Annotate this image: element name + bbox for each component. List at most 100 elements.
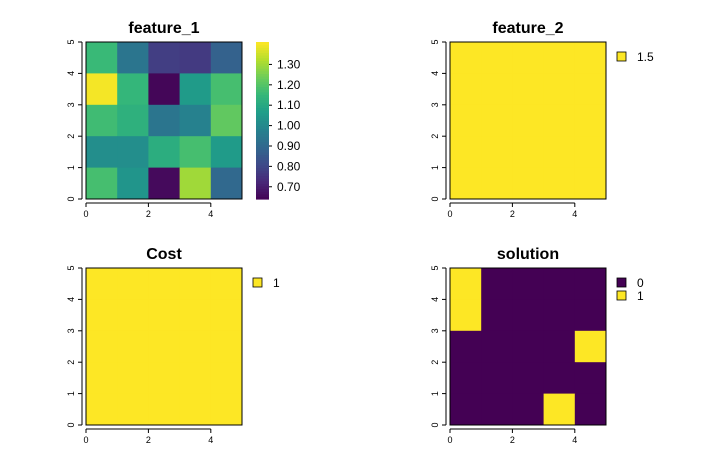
colorbar-segment (256, 183, 269, 187)
colorbar-segment (256, 42, 269, 46)
legend-label: 0 (637, 276, 644, 290)
colorbar-segment (256, 96, 269, 101)
panel-0: feature_1 0 2 4 0 1 2 3 4 5 0.70 0.80 0.90 1.00 1.10 1.… (66, 20, 301, 219)
heatmap-cell (481, 268, 513, 300)
heatmap-cell (574, 42, 607, 74)
colorbar-label: 1.20 (277, 78, 301, 92)
heatmap-cell (86, 73, 118, 106)
colorbar-segment (256, 128, 269, 132)
plot-frame (449, 41, 607, 200)
colorbar-segment (256, 60, 269, 64)
heatmap-cell (512, 42, 545, 74)
heatmap-cell (450, 136, 482, 169)
legend-label: 1 (637, 289, 644, 303)
heatmap-cell (574, 362, 607, 395)
heatmap-cell (86, 268, 118, 300)
legend-swatch (616, 277, 627, 288)
heatmap-cell (574, 299, 607, 332)
x-tick-label: 4 (208, 209, 213, 219)
heatmap-cell (450, 104, 482, 137)
colorbar-segment (256, 107, 269, 111)
heatmap-cell (148, 330, 181, 363)
y-tick-label: 0 (66, 422, 76, 427)
colorbar-segment (256, 157, 269, 161)
chart-title: feature_2 (492, 20, 563, 37)
heatmap-cell (543, 167, 576, 200)
colorbar-segment (256, 167, 269, 171)
y-tick-label: 1 (430, 165, 440, 170)
heatmap-cell (179, 299, 212, 332)
x-tick-label: 2 (510, 209, 515, 219)
heatmap-cell (210, 330, 243, 363)
heatmap-cell (179, 136, 212, 169)
heatmap-cell (543, 362, 576, 395)
colorbar-segment (256, 73, 269, 77)
heatmap-cell (117, 299, 149, 332)
colorbar-segment (256, 130, 269, 135)
heatmap-cell (148, 362, 181, 395)
colorbar-segment (256, 154, 269, 158)
heatmap-cell (179, 362, 212, 395)
colorbar-label: 1.30 (277, 57, 301, 71)
colorbar-segment (256, 91, 269, 95)
heatmap-cell (86, 299, 118, 332)
colorbar-segment (256, 149, 269, 153)
heatmap-cell (512, 167, 545, 200)
heatmap-cell (179, 167, 212, 200)
heatmap-cell (543, 104, 576, 137)
heatmap-cell (117, 136, 149, 169)
y-tick-label: 3 (66, 102, 76, 107)
colorbar-segment (256, 196, 269, 200)
legend-label: 1.5 (637, 50, 654, 64)
heatmap-cell (210, 104, 243, 137)
plot-frame (449, 267, 607, 426)
colorbar-segment (256, 83, 269, 88)
colorbar-segment (256, 78, 269, 82)
x-tick-label: 4 (572, 209, 577, 219)
heatmap-cell (450, 299, 482, 332)
heatmap-cell (543, 136, 576, 169)
colorbar-segment (256, 151, 269, 156)
heatmap-cell (86, 362, 118, 395)
heatmap-cell (543, 73, 576, 106)
heatmap-cell (86, 167, 118, 200)
heatmap-cell (179, 268, 212, 300)
x-tick-label: 2 (146, 435, 151, 445)
legend-swatch (616, 290, 627, 301)
heatmap-cell (148, 393, 181, 426)
colorbar-label: 0.80 (277, 159, 301, 173)
heatmap-cell (210, 268, 243, 300)
heatmap-cell (179, 73, 212, 106)
heatmap-cell (574, 73, 607, 106)
heatmap-cell (481, 167, 513, 200)
heatmap-cell (117, 393, 149, 426)
y-tick-label: 0 (430, 196, 440, 201)
heatmap-cell (512, 73, 545, 106)
x-tick-label: 4 (208, 435, 213, 445)
colorbar-segment (256, 133, 269, 137)
colorbar-label: 1.00 (277, 119, 301, 133)
colorbar-segment (256, 49, 269, 54)
colorbar-label: 0.90 (277, 139, 301, 153)
heatmap-cell (450, 330, 482, 363)
colorbar-segment (256, 44, 269, 48)
colorbar-segment (256, 55, 269, 59)
heatmap-cell (86, 136, 118, 169)
colorbar-segment (256, 89, 269, 93)
heatmap-cell (148, 167, 181, 200)
x-tick-label: 0 (83, 209, 88, 219)
x-tick-label: 2 (146, 209, 151, 219)
colorbar-segment (256, 57, 269, 61)
colorbar-segment (256, 162, 269, 166)
heatmap-cell (117, 73, 149, 106)
y-tick-label: 3 (430, 328, 440, 333)
heatmap-cell (117, 330, 149, 363)
heatmap-cell (481, 73, 513, 106)
y-tick-label: 0 (66, 196, 76, 201)
colorbar-segment (256, 115, 269, 119)
colorbar-segment (256, 47, 269, 51)
y-tick-label: 0 (430, 422, 440, 427)
heatmap-cell (543, 42, 576, 74)
colorbar-segment (256, 141, 269, 145)
heatmap-cell (179, 42, 212, 74)
